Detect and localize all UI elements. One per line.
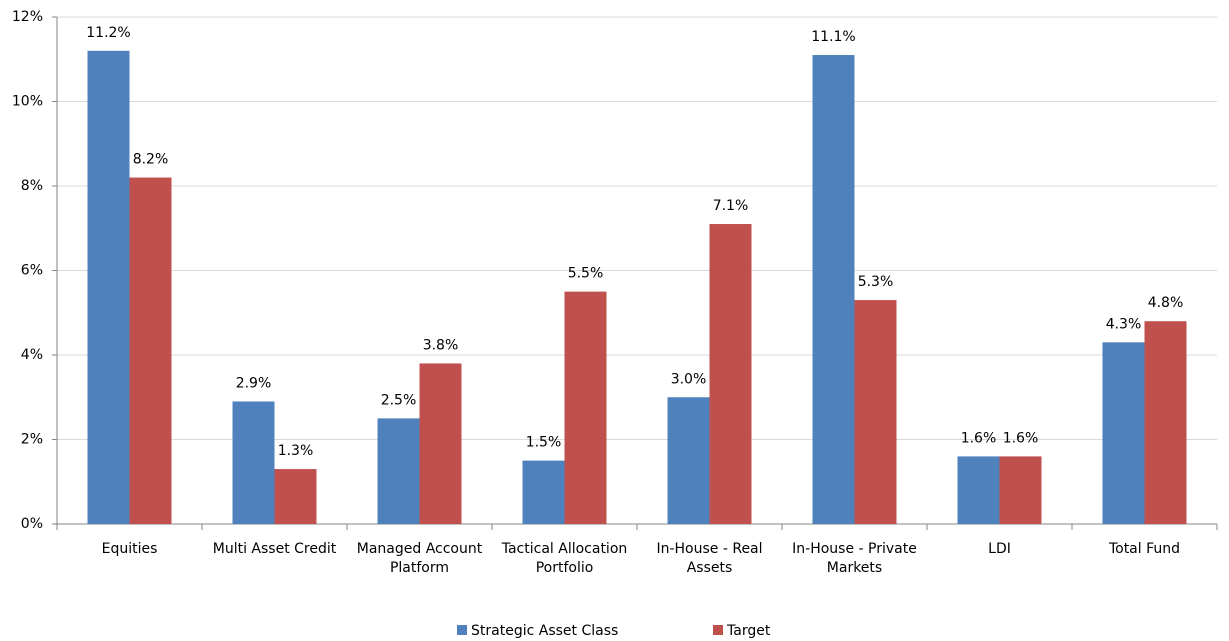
legend-swatch	[457, 625, 467, 635]
bar	[522, 460, 565, 524]
value-label: 8.2%	[133, 152, 169, 168]
value-label: 7.1%	[713, 198, 749, 214]
x-tick-label: LDI	[988, 541, 1011, 557]
value-label: 1.6%	[961, 430, 997, 446]
bar	[957, 456, 1000, 524]
y-tick-label: 12%	[12, 9, 43, 25]
bar	[564, 291, 607, 524]
value-label: 11.1%	[811, 29, 855, 45]
x-tick-label: In-House - Real Assets	[656, 541, 763, 576]
value-label: 5.3%	[858, 274, 894, 290]
x-tick-label: Tactical Allocation Portfolio	[501, 541, 628, 576]
bar	[232, 401, 275, 524]
y-tick-label: 2%	[21, 432, 43, 448]
legend-label: Strategic Asset Class	[471, 623, 618, 639]
value-label: 2.5%	[381, 392, 417, 408]
x-tick-label: In-House - Private Markets	[792, 541, 917, 576]
value-label: 1.5%	[526, 435, 562, 451]
bar	[1102, 342, 1145, 524]
y-tick-label: 8%	[21, 178, 43, 194]
y-tick-label: 4%	[21, 347, 43, 363]
value-label: 2.9%	[236, 375, 272, 391]
legend-label: Target	[726, 623, 771, 639]
x-tick-label: Total Fund	[1108, 541, 1181, 557]
value-label: 4.3%	[1106, 316, 1142, 332]
y-tick-label: 0%	[21, 516, 43, 532]
bar	[812, 55, 855, 525]
bar	[419, 363, 462, 524]
y-tick-label: 6%	[21, 263, 43, 279]
bar	[854, 300, 897, 524]
y-tick-label: 10%	[12, 94, 43, 110]
bar	[87, 50, 130, 525]
bar	[667, 397, 710, 524]
value-label: 11.2%	[86, 25, 130, 41]
bar	[377, 418, 420, 524]
bar	[274, 469, 317, 524]
value-label: 1.6%	[1003, 430, 1039, 446]
value-label: 3.0%	[671, 371, 707, 387]
value-label: 1.3%	[278, 443, 314, 459]
x-tick-label: Multi Asset Credit	[212, 541, 337, 557]
bar	[1144, 321, 1187, 524]
x-tick-label: Equities	[101, 541, 158, 557]
x-tick-label: Managed Account Platform	[356, 541, 483, 576]
bar	[999, 456, 1042, 524]
legend-swatch	[713, 625, 723, 635]
value-label: 4.8%	[1148, 295, 1184, 311]
value-label: 5.5%	[568, 266, 604, 282]
bar	[129, 177, 172, 525]
value-label: 3.8%	[423, 337, 459, 353]
bar	[709, 224, 752, 524]
